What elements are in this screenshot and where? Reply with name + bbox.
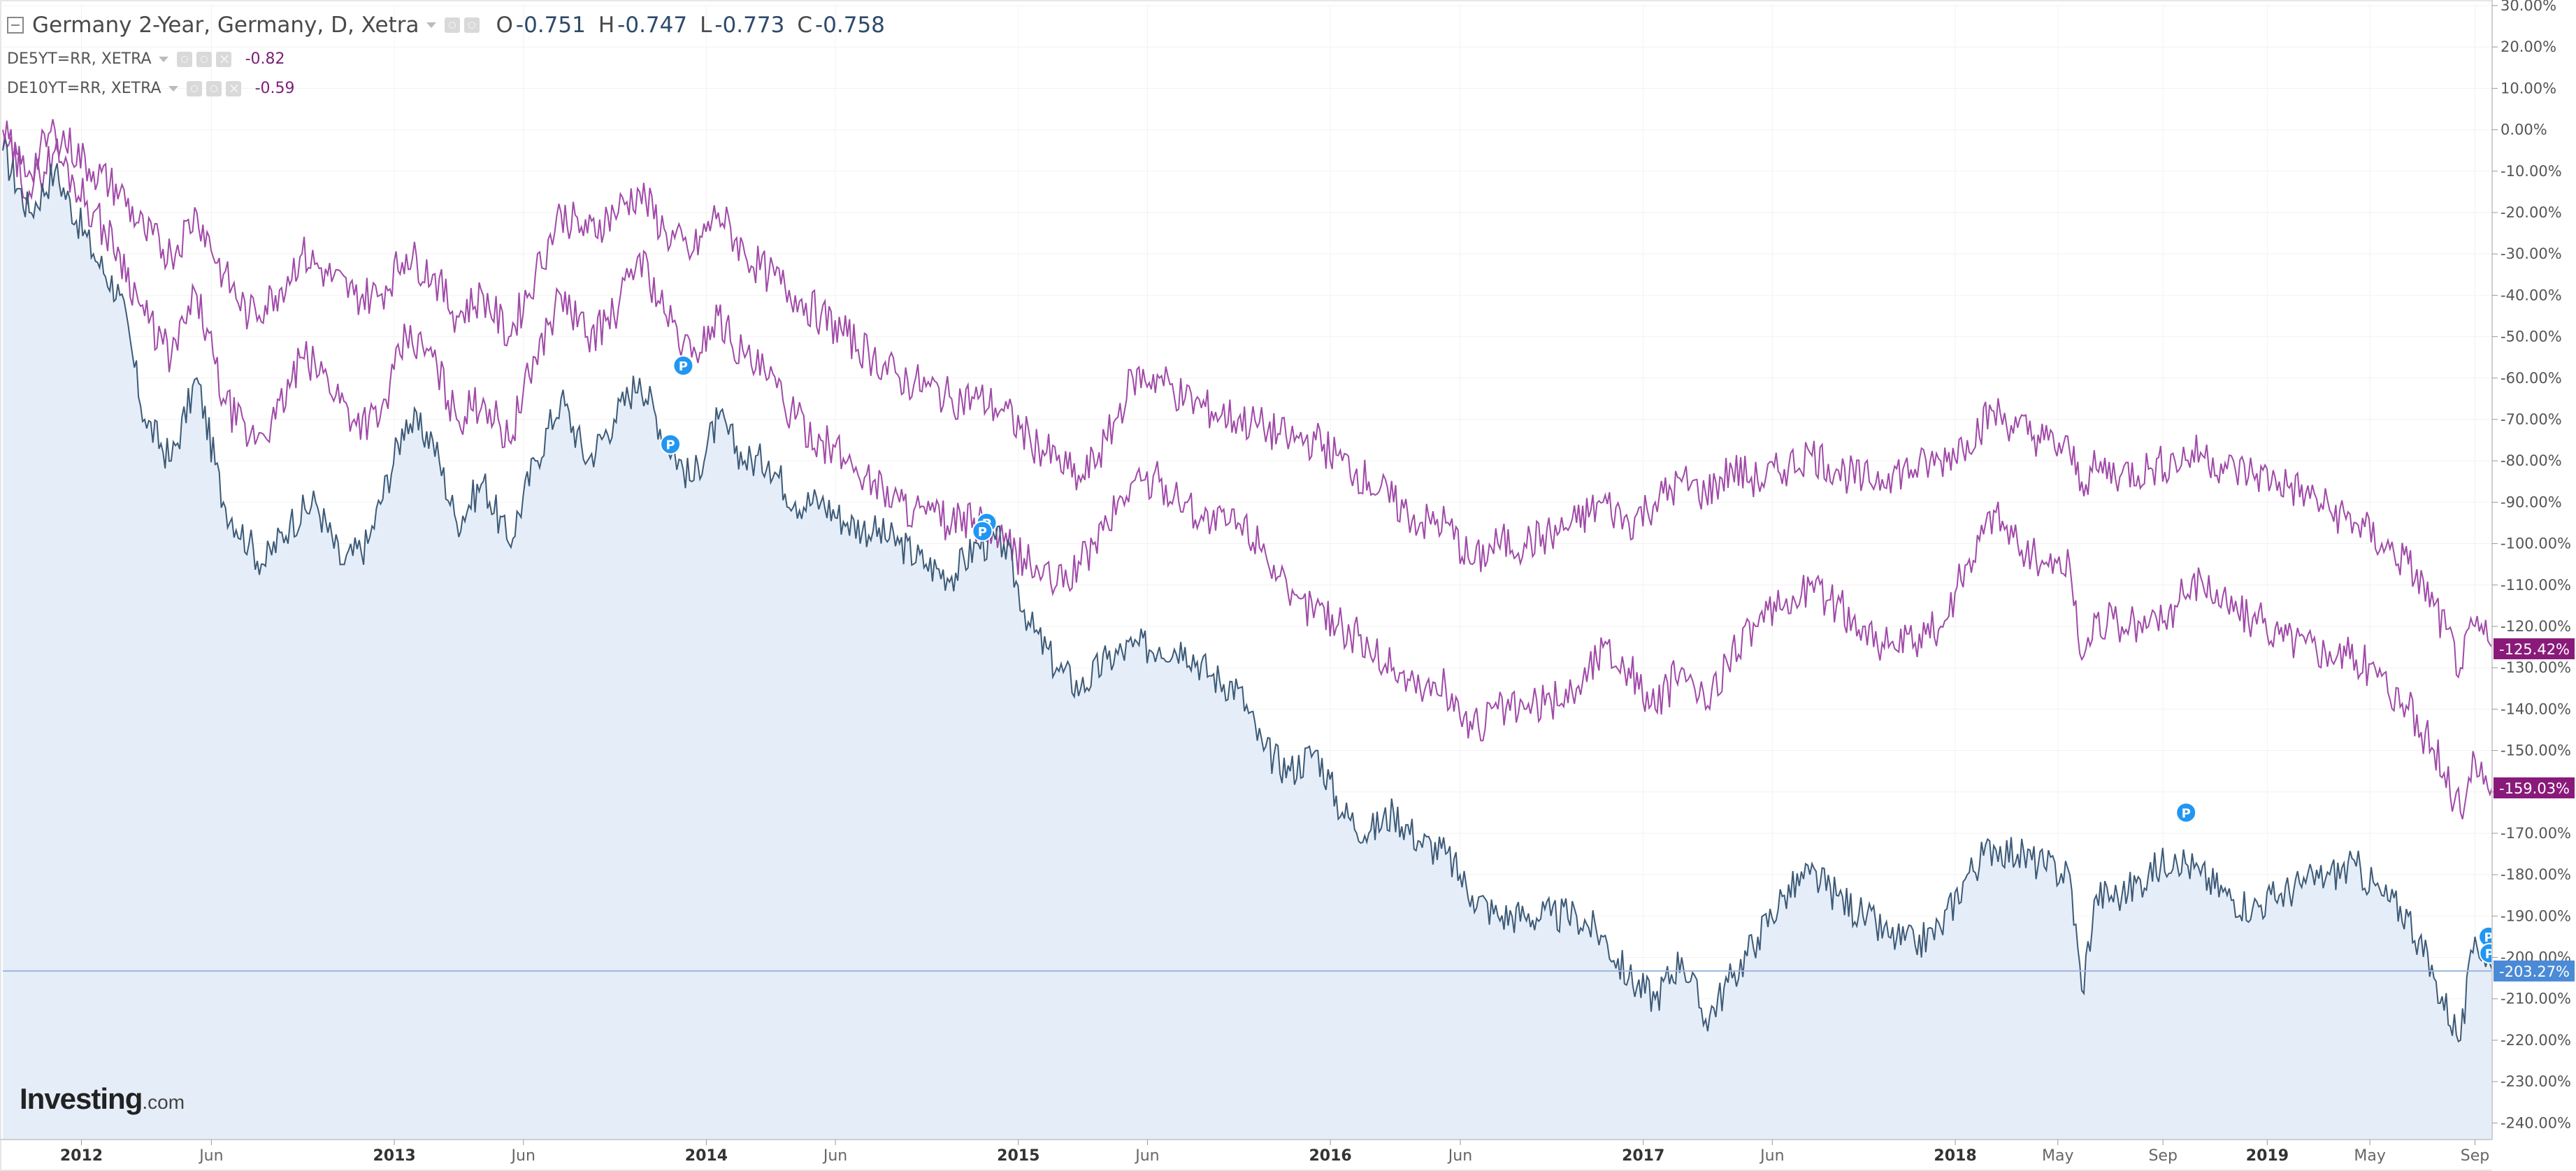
x-tick-label: Jun xyxy=(198,1147,223,1165)
x-tick-label: Sep xyxy=(2461,1147,2489,1165)
x-tick-label: 2013 xyxy=(373,1147,415,1165)
visibility-icon[interactable] xyxy=(444,17,460,33)
event-marker[interactable] xyxy=(2175,802,2197,824)
event-marker[interactable] xyxy=(660,433,682,455)
last-value-label: -125.42% xyxy=(2499,641,2570,658)
last-value-badge xyxy=(2494,960,2575,982)
x-tick-label: Jun xyxy=(1447,1147,1472,1165)
high-label: H xyxy=(598,13,615,38)
compare-value-de5yt: -0.82 xyxy=(245,50,285,68)
x-tick-label: Jun xyxy=(822,1147,847,1165)
event-marker-label: P xyxy=(665,438,675,452)
investing-logo: Investing.com xyxy=(20,1082,185,1116)
open-value: -0.751 xyxy=(515,13,586,38)
y-tick-label: -150.00% xyxy=(2501,742,2571,759)
x-tick-label: May xyxy=(2042,1147,2073,1165)
y-tick-label: -220.00% xyxy=(2501,1032,2571,1049)
logo-main: Investing xyxy=(20,1082,143,1115)
x-tick-label: 2018 xyxy=(1934,1147,1976,1165)
y-tick-label: 0.00% xyxy=(2501,122,2547,138)
x-tick-label: 2012 xyxy=(60,1147,103,1165)
y-tick-label: -80.00% xyxy=(2501,452,2562,469)
compare-label-de5yt[interactable]: DE5YT=RR, XETRA xyxy=(7,50,152,68)
x-tick-label: Jun xyxy=(510,1147,535,1165)
y-tick-label: 30.00% xyxy=(2501,0,2556,14)
main-series-legend: Germany 2-Year, Germany, D, Xetra O -0.7… xyxy=(7,13,885,38)
chevron-down-icon[interactable] xyxy=(426,22,436,28)
x-tick-label: Jun xyxy=(1134,1147,1159,1165)
last-value-label: -159.03% xyxy=(2499,780,2570,797)
y-tick-label: 20.00% xyxy=(2501,38,2556,55)
settings-icon[interactable] xyxy=(196,51,212,67)
x-tick-label: Sep xyxy=(2148,1147,2177,1165)
low-label: L xyxy=(700,13,712,38)
y-tick-label: -110.00% xyxy=(2501,577,2571,594)
event-marker[interactable] xyxy=(672,355,694,377)
close-icon[interactable] xyxy=(225,80,241,96)
y-tick-label: -210.00% xyxy=(2501,991,2571,1007)
y-tick-label: -30.00% xyxy=(2501,245,2562,262)
main-series-area xyxy=(3,141,2492,1140)
event-marker-label: P xyxy=(2182,806,2191,821)
x-tick-label: Jun xyxy=(1759,1147,1784,1165)
compare-label-de10yt[interactable]: DE10YT=RR, XETRA xyxy=(7,80,161,97)
y-tick-label: -140.00% xyxy=(2501,701,2571,717)
compare-legend-de10yt: DE10YT=RR, XETRA -0.59 xyxy=(7,80,295,98)
x-tick-label: 2016 xyxy=(1309,1147,1352,1165)
chevron-down-icon[interactable] xyxy=(158,56,168,62)
event-marker-label: P xyxy=(978,525,987,540)
y-tick-label: -230.00% xyxy=(2501,1073,2571,1090)
close-icon[interactable] xyxy=(215,50,231,67)
open-label: O xyxy=(496,13,513,38)
y-tick-label: -120.00% xyxy=(2501,618,2571,635)
y-tick-label: -240.00% xyxy=(2501,1114,2571,1131)
close-value: -0.758 xyxy=(814,13,885,38)
main-series-title[interactable]: Germany 2-Year, Germany, D, Xetra xyxy=(32,13,419,38)
y-tick-label: -40.00% xyxy=(2501,287,2562,303)
y-tick-label: -50.00% xyxy=(2501,329,2562,345)
settings-icon[interactable] xyxy=(463,17,480,33)
logo-suffix: .com xyxy=(142,1091,185,1113)
event-marker-label: P xyxy=(2484,931,2494,945)
collapse-legend-button[interactable] xyxy=(7,17,24,34)
y-tick-label: -90.00% xyxy=(2501,494,2562,510)
y-tick-label: -10.00% xyxy=(2501,163,2562,180)
x-tick-label: 2014 xyxy=(685,1147,728,1165)
x-tick-label: 2017 xyxy=(1622,1147,1664,1165)
last-value-badge xyxy=(2494,638,2575,660)
settings-icon[interactable] xyxy=(206,80,222,96)
y-tick-label: -60.00% xyxy=(2501,370,2562,387)
close-label: C xyxy=(797,13,812,38)
visibility-icon[interactable] xyxy=(176,51,192,67)
chevron-down-icon[interactable] xyxy=(168,85,178,92)
compare-series-line-de10yt[interactable] xyxy=(2,119,2493,679)
y-tick-label: -190.00% xyxy=(2501,907,2571,924)
compare-legend-de5yt: DE5YT=RR, XETRA -0.82 xyxy=(7,50,285,69)
x-tick-label: 2019 xyxy=(2246,1147,2289,1165)
main-series-line[interactable] xyxy=(2,138,2493,1043)
x-tick-label: 2015 xyxy=(997,1147,1039,1165)
event-marker[interactable] xyxy=(972,520,993,542)
y-tick-label: 10.00% xyxy=(2501,80,2556,96)
x-tick-label: May xyxy=(2354,1147,2385,1165)
compare-value-de10yt: -0.59 xyxy=(254,80,295,97)
visibility-icon[interactable] xyxy=(186,80,202,96)
event-marker-label: P xyxy=(679,359,688,374)
y-tick-label: -20.00% xyxy=(2501,204,2562,221)
last-value-badge xyxy=(2494,777,2575,799)
y-tick-label: -100.00% xyxy=(2501,536,2571,552)
low-value: -0.773 xyxy=(714,13,785,38)
y-tick-label: -130.00% xyxy=(2501,659,2571,676)
y-tick-label: -180.00% xyxy=(2501,866,2571,883)
compare-series-line-de5yt[interactable] xyxy=(2,120,2493,819)
y-tick-label: -170.00% xyxy=(2501,825,2571,842)
y-tick-label: -70.00% xyxy=(2501,411,2562,428)
last-value-label: -203.27% xyxy=(2499,963,2570,980)
high-value: -0.747 xyxy=(617,13,688,38)
